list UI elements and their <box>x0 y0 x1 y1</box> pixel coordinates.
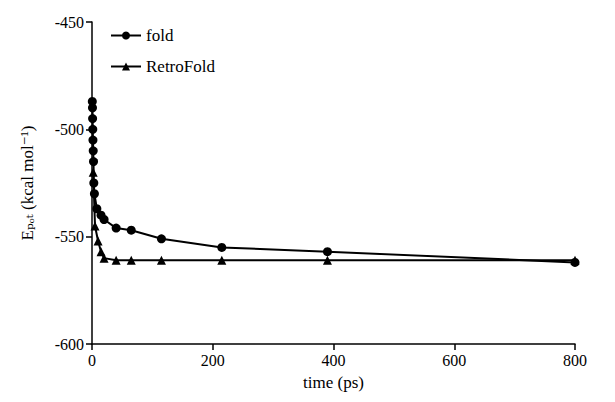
svg-text:-550: -550 <box>55 228 84 245</box>
svg-text:Eₚₒₜ (kcal mol⁻¹): Eₚₒₜ (kcal mol⁻¹) <box>18 126 37 241</box>
svg-text:200: 200 <box>201 352 225 369</box>
svg-text:fold: fold <box>146 26 174 45</box>
svg-text:-450: -450 <box>55 14 84 31</box>
svg-text:time (ps): time (ps) <box>303 373 364 392</box>
svg-text:400: 400 <box>322 352 346 369</box>
svg-text:-500: -500 <box>55 121 84 138</box>
svg-text:RetroFold: RetroFold <box>146 57 215 76</box>
svg-text:-600: -600 <box>55 336 84 353</box>
svg-text:800: 800 <box>563 352 587 369</box>
svg-text:0: 0 <box>88 352 96 369</box>
svg-text:600: 600 <box>442 352 466 369</box>
